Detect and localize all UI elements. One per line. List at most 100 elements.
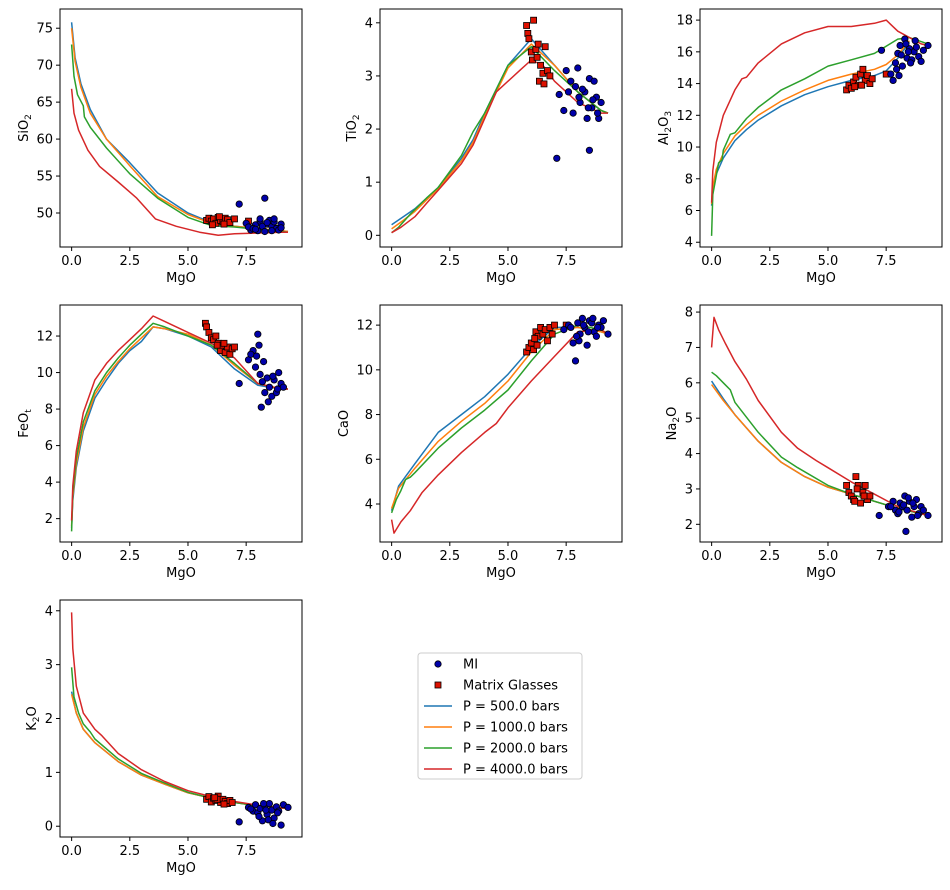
series-line-3 [70,44,289,233]
y-tick-label: 6 [685,376,693,391]
glass-point [231,215,238,223]
x-axis-label: MgO [806,271,836,286]
y-tick-label: 6 [685,204,693,219]
mi-point [555,90,563,99]
mi-point [919,46,928,54]
mi-point [269,372,277,380]
mi-point [584,104,592,112]
mi-point [909,499,917,507]
mi-point [261,194,269,202]
mi-point [578,314,587,322]
series-lines [70,315,288,532]
subplot-k2o: 0.0 2.5 5.0 7.5 0 1 2 3 4 MgO K2O [25,599,303,876]
legend-entry: P = 2000.0 bars [424,742,568,757]
legend-box [417,652,583,780]
mi-point [562,67,570,75]
mi-point [906,59,915,67]
x-tick-label: 7.5 [556,254,577,269]
x-tick-label: 0.0 [381,254,402,269]
series-line-4 [70,88,288,236]
legend-label: P = 500.0 bars [463,700,560,715]
y-axis-label: K2O [25,706,42,731]
matrix-glass-points [201,319,238,358]
y-tick-label: 2 [45,512,53,527]
mi-point [589,314,597,322]
series-line-1 [70,22,289,233]
y-axis-label: Al2O3 [657,111,674,145]
y-tick-label: 4 [45,604,53,619]
x-tick-label: 7.5 [876,254,897,269]
y-tick-label: 3 [685,482,693,497]
y-axis-label: CaO [337,410,352,437]
glass-point [228,799,236,806]
mi-point [567,77,575,85]
mi-point [911,37,919,45]
mi-point [897,51,905,59]
y-tick-label: 6 [365,453,373,468]
y-tick-label: 1 [365,176,373,191]
matrix-glass-points [523,321,570,356]
mi-point [891,59,900,67]
y-tick-label: 1 [45,766,53,781]
mi-point [898,62,907,70]
series-line-2 [710,40,910,205]
glass-point [231,343,238,351]
mi-points [235,194,285,236]
matrix-glass-points [203,792,236,808]
mi-point [257,403,265,411]
glass-point [530,16,537,24]
glass-point [525,35,533,43]
mi-point [877,46,886,54]
y-tick-label: 3 [365,69,373,84]
subplot-sio2: 0.0 2.5 5.0 7.5 50 55 60 65 70 75 MgO SiO2 [17,8,303,286]
glass-point [544,337,551,345]
legend-entry: P = 1000.0 bars [424,721,568,736]
y-tick-label: 4 [685,236,693,251]
series-line-2 [710,384,929,517]
glass-point [534,40,542,48]
mi-point [593,109,602,117]
mi-point [235,379,243,388]
y-axis-label: FeOt [17,409,34,438]
legend-label: Matrix Glasses [463,679,558,694]
x-tick-label: 7.5 [236,549,257,564]
glass-point [533,341,541,349]
series-line-2 [70,28,289,233]
glass-point [858,81,866,89]
y-tick-label: 6 [45,439,53,454]
mi-point [592,332,601,340]
glass-point [215,213,223,221]
mi-point [564,88,573,96]
glass-point [540,80,548,88]
x-tick-label: 5.0 [498,549,519,564]
x-axis-label: MgO [166,861,196,876]
x-tick-label: 0.0 [61,549,82,564]
series-line-4 [70,612,289,810]
mi-point [902,40,910,48]
legend-label: P = 4000.0 bars [463,763,568,778]
axes-frame [379,304,623,543]
glass-point [852,473,860,481]
y-tick-label: 8 [45,403,53,418]
y-tick-label: 4 [365,16,373,31]
y-tick-label: 5 [685,412,693,427]
y-tick-label: 2 [45,712,53,727]
legend-label: P = 1000.0 bars [463,721,568,736]
series-lines [70,612,289,810]
y-tick-label: 4 [365,497,373,512]
y-tick-label: 7 [685,341,693,356]
mi-point [264,816,272,824]
mi-point [569,109,577,117]
y-axis-label: SiO2 [17,114,34,142]
x-tick-label: 0.0 [701,549,722,564]
mi-point [924,511,932,520]
mi-point [256,370,264,378]
mi-point [908,513,916,521]
y-tick-label: 14 [676,77,693,92]
mi-point [912,43,921,51]
glass-point [212,332,220,340]
x-tick-label: 7.5 [556,549,577,564]
glass-point [860,492,868,500]
x-axis-label: MgO [806,566,836,581]
